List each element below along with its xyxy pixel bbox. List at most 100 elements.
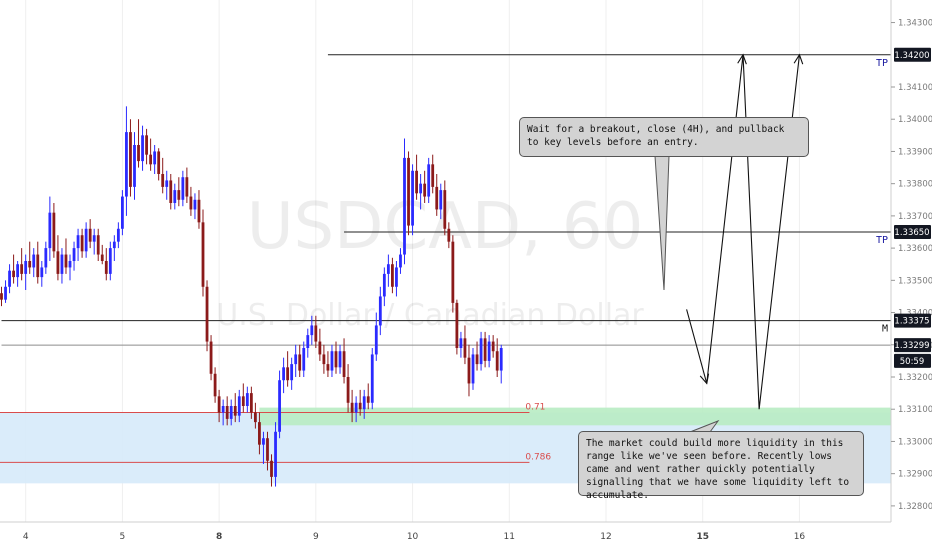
- time-tick-label: 4: [23, 532, 29, 542]
- price-badge-label: 1.33650: [894, 228, 929, 238]
- candle-body: [326, 364, 330, 371]
- callout-pointer: [689, 419, 720, 433]
- candle-body: [24, 261, 28, 274]
- candle-body: [153, 151, 157, 165]
- candle-body: [290, 364, 294, 381]
- candle-body: [270, 460, 273, 477]
- time-tick-label: 10: [407, 532, 419, 542]
- price-tick-label: 1.33200: [898, 373, 932, 383]
- candle-body: [322, 354, 326, 365]
- candle-body: [76, 235, 80, 249]
- candle-body: [487, 341, 491, 361]
- price-tick-label: 1.34100: [898, 83, 932, 93]
- candle-body: [245, 393, 249, 406]
- candle-body: [314, 325, 318, 342]
- candle-body: [44, 248, 48, 268]
- candle-body: [32, 254, 36, 268]
- candle-body: [475, 354, 479, 365]
- candle-body: [141, 135, 144, 162]
- candle-body: [399, 254, 402, 268]
- candle-body: [121, 196, 124, 229]
- price-badge: [894, 313, 931, 328]
- candle-body: [455, 302, 459, 348]
- price-tick-label: 1.33600: [898, 244, 932, 254]
- candle-body: [435, 186, 439, 210]
- candle-body: [237, 396, 241, 416]
- price-badge: [894, 338, 931, 353]
- price-tick-label: 1.32900: [898, 470, 932, 480]
- price-tick-label: 1.33000: [898, 437, 932, 447]
- time-tick-label: 16: [794, 532, 806, 542]
- candle-body: [108, 248, 112, 274]
- candle-body: [403, 157, 406, 255]
- time-tick-label: 9: [313, 532, 319, 542]
- price-tick-label: 1.34300: [898, 19, 932, 29]
- price-tick-label: 1.32800: [898, 502, 932, 512]
- candle-body: [423, 183, 427, 197]
- candle-body: [338, 351, 342, 368]
- candle-body: [173, 190, 177, 203]
- candle-body: [483, 338, 487, 361]
- candle-body: [205, 286, 209, 342]
- candle-body: [56, 251, 60, 274]
- candle-body: [411, 170, 414, 226]
- candle-body: [52, 212, 56, 252]
- candle-body: [169, 180, 173, 203]
- price-axis-background: [891, 0, 932, 550]
- candle-body: [298, 354, 302, 371]
- candle-body: [318, 341, 322, 355]
- candle-body: [12, 270, 15, 278]
- candle-body: [286, 367, 290, 381]
- candle-body: [330, 351, 334, 371]
- price-badge-label: 1.33375: [894, 317, 929, 327]
- fib-label: 0.71: [525, 402, 545, 412]
- candle-body: [100, 254, 104, 261]
- time-tick-label: 8: [216, 532, 222, 542]
- time-axis-background: [0, 522, 932, 550]
- candle-body: [358, 402, 362, 410]
- candle-body: [225, 406, 229, 419]
- candle-body: [189, 196, 193, 210]
- candle-body: [137, 145, 140, 162]
- candle-body: [378, 296, 382, 326]
- candle-body: [104, 261, 108, 274]
- candle-body: [40, 267, 44, 278]
- candle-body: [407, 157, 410, 226]
- candle-body: [443, 190, 447, 229]
- candle-body: [129, 132, 132, 187]
- level-label: TP: [876, 58, 888, 69]
- candle-body: [467, 357, 471, 384]
- candle-body: [282, 367, 285, 381]
- candle-body: [88, 228, 92, 242]
- time-tick-label: 5: [120, 532, 126, 542]
- candle-body: [350, 402, 354, 413]
- candle-body: [362, 396, 366, 410]
- candle-body: [221, 406, 225, 413]
- candle-body: [431, 164, 435, 187]
- candle-body: [491, 341, 495, 352]
- candle-body: [386, 264, 390, 274]
- projection-arrowhead: [793, 53, 804, 65]
- candle-body: [64, 254, 68, 268]
- watermark-name: U.S. Dollar / Canadian Dollar: [216, 298, 644, 333]
- candle-body: [68, 261, 72, 268]
- candle-body: [80, 235, 84, 252]
- price-tick-label: 1.33500: [898, 276, 932, 286]
- candle-body: [36, 254, 40, 278]
- callout-breakout: Wait for a breakout, close (4H), and pul…: [519, 117, 809, 157]
- price-badge-label: 1.34200: [894, 51, 929, 61]
- candle-body: [197, 199, 201, 223]
- candle-body: [471, 354, 475, 384]
- candle-body: [92, 235, 96, 242]
- support-zone: [259, 407, 891, 426]
- candle-body: [346, 377, 350, 403]
- candle-body: [149, 154, 153, 165]
- candle-body: [262, 438, 265, 445]
- candle-body: [48, 212, 52, 249]
- fib-label: 0.786: [525, 452, 551, 462]
- candle-body: [193, 199, 197, 210]
- candle-body: [116, 228, 120, 242]
- candle-body: [241, 396, 245, 406]
- time-tick-label: 11: [504, 532, 515, 542]
